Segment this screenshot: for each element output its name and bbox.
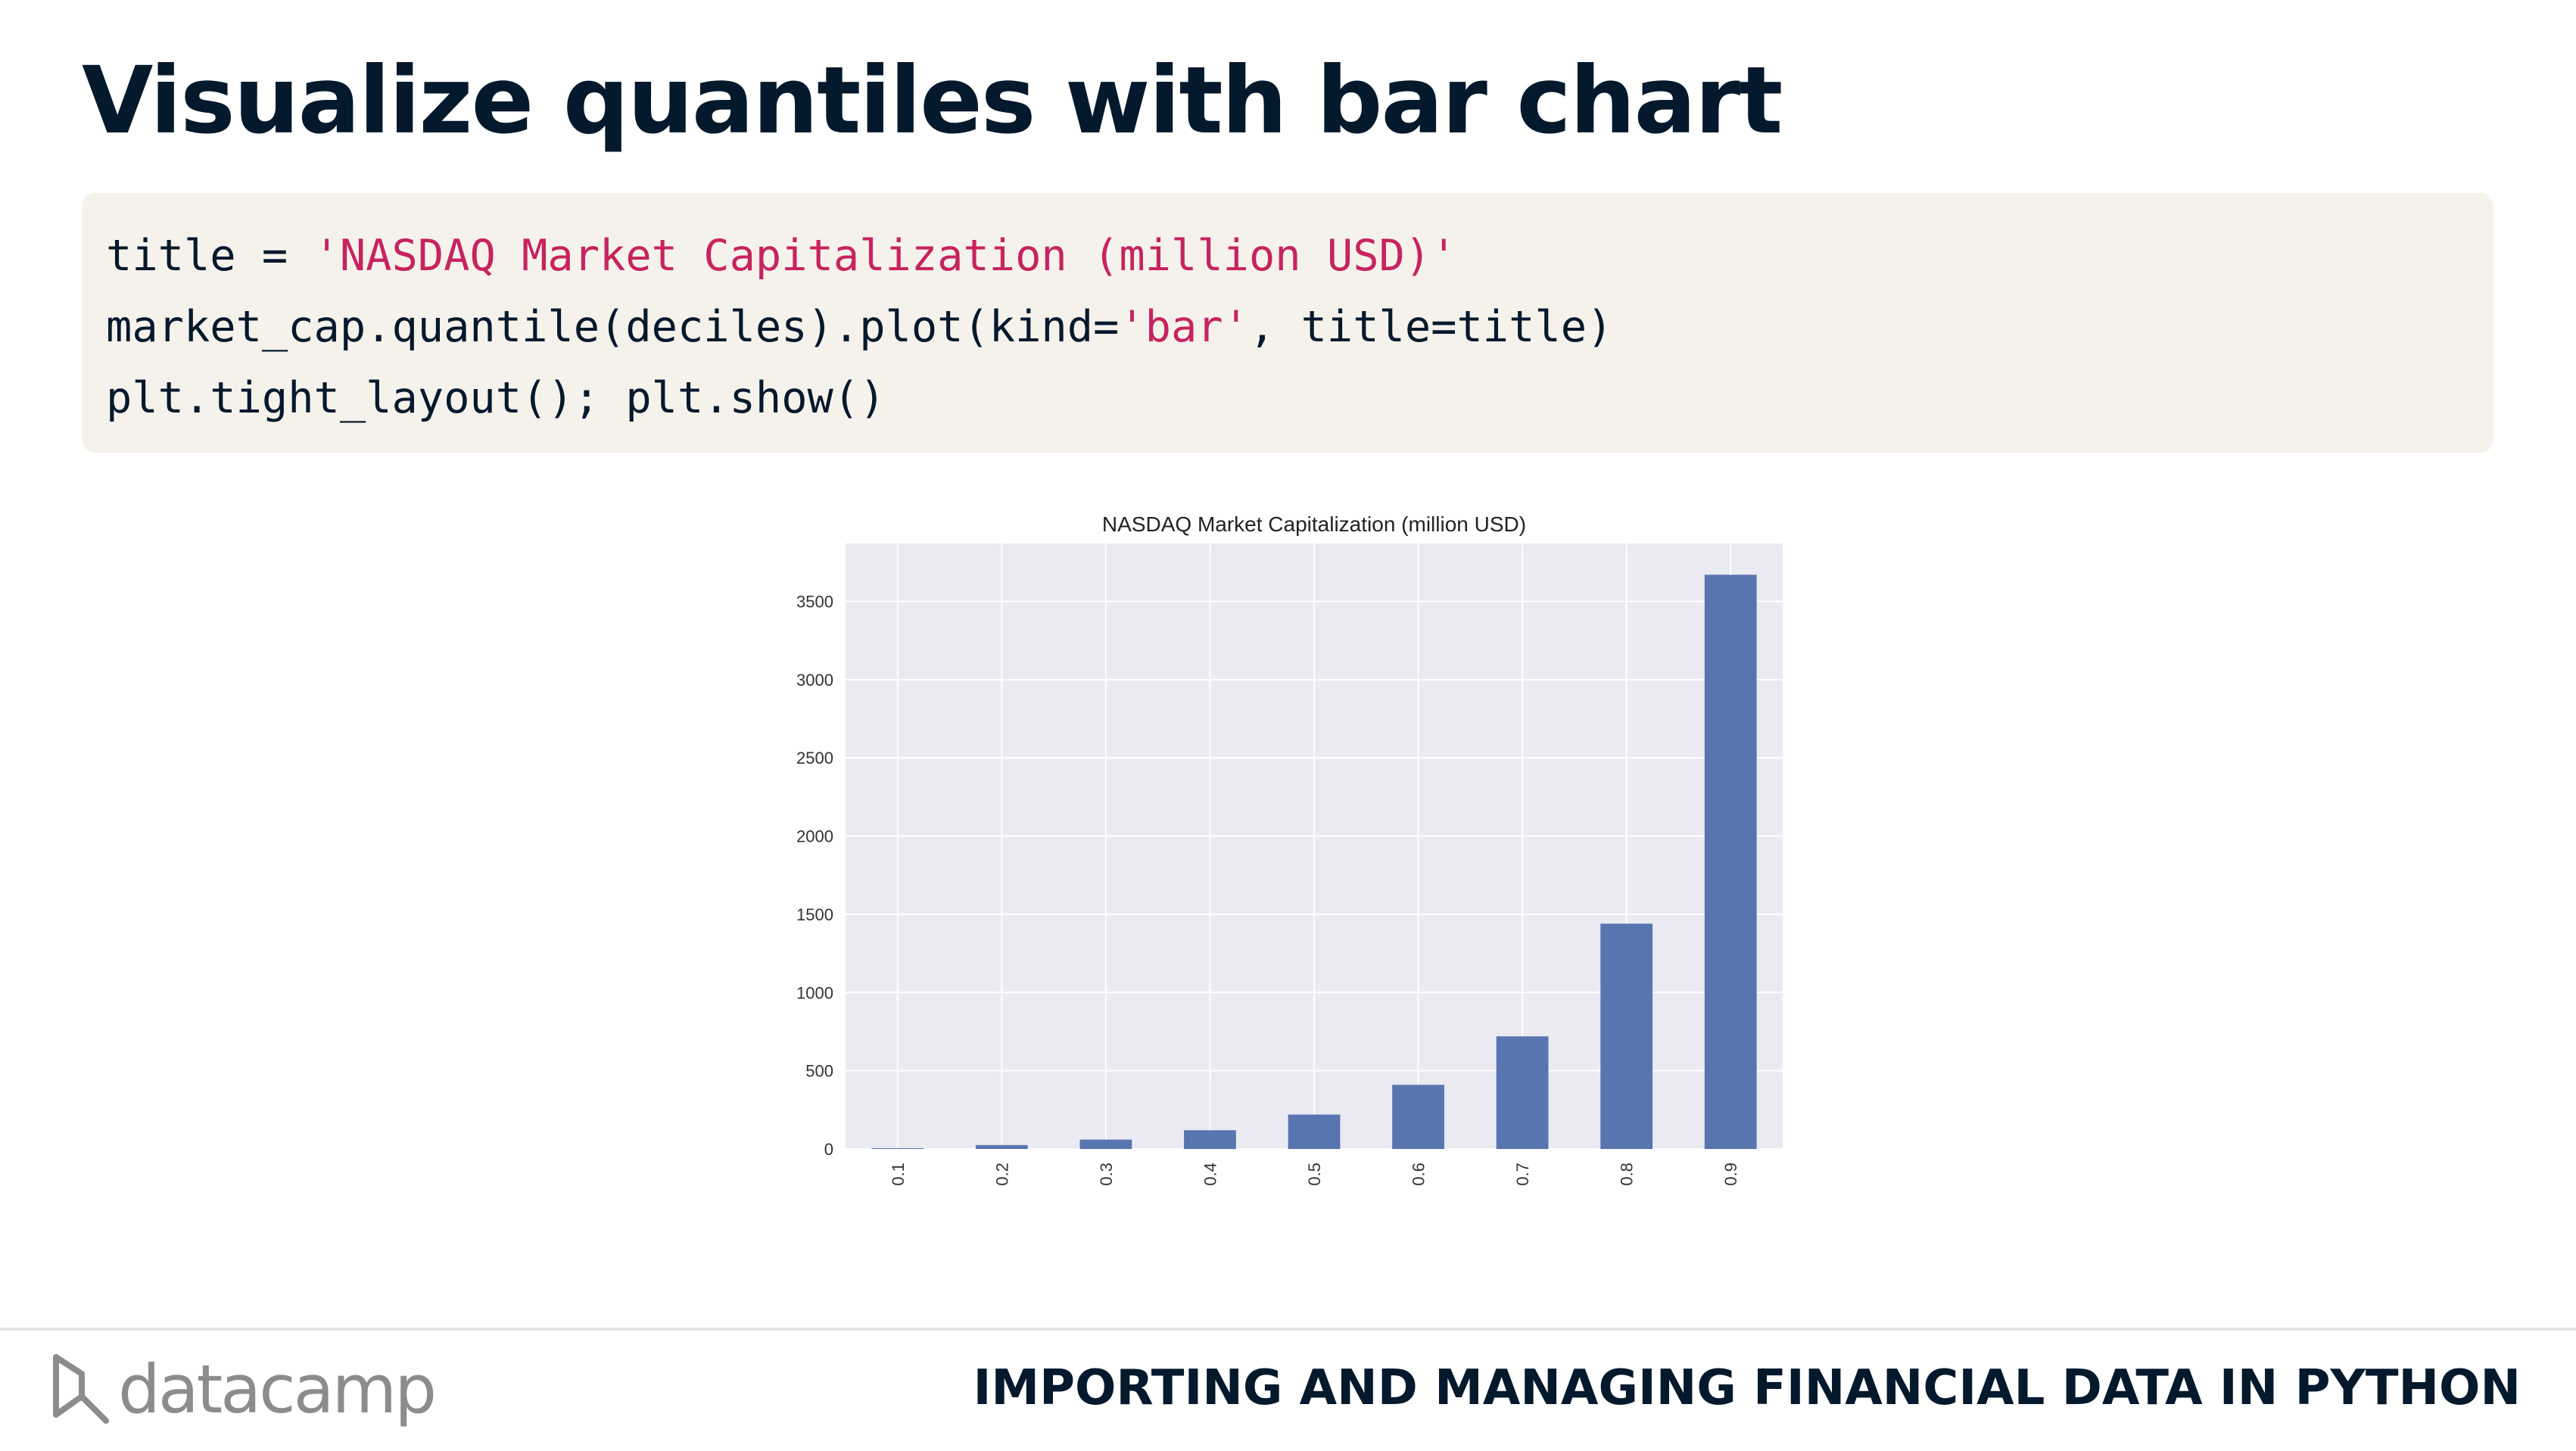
bar (1600, 923, 1653, 1149)
y-tick-label: 500 (805, 1062, 833, 1081)
code-text: market_cap.quantile(deciles).plot(kind= (106, 302, 1120, 352)
code-string: 'bar' (1119, 302, 1249, 352)
bar (1704, 574, 1757, 1149)
x-tick-label: 0.4 (1201, 1163, 1219, 1186)
y-tick-label: 3500 (796, 592, 833, 611)
datacamp-logo-icon (53, 1354, 109, 1424)
bar (975, 1144, 1028, 1149)
slide-title: Visualize quantiles with bar chart (82, 47, 1783, 154)
y-tick-label: 0 (824, 1140, 833, 1159)
bar (1496, 1036, 1549, 1149)
code-text: title = (106, 231, 314, 281)
x-tick-label: 0.7 (1513, 1163, 1532, 1186)
code-text: , title=title) (1248, 302, 1613, 352)
chart-title: NASDAQ Market Capitalization (million US… (1102, 512, 1526, 536)
x-tick-label: 0.9 (1721, 1163, 1740, 1186)
x-tick-label: 0.2 (992, 1163, 1011, 1186)
bar (1079, 1139, 1132, 1149)
code-string: 'NASDAQ Market Capitalization (million U… (313, 231, 1457, 281)
code-line-3: plt.tight_layout(); plt.show() (106, 373, 886, 423)
datacamp-logo: datacamp (51, 1347, 437, 1431)
x-tick-label: 0.5 (1305, 1163, 1324, 1186)
chart-svg: 0 500 1000 1500 2000 2500 3000 3500 0.1 0.2 0.3 0.4… (796, 512, 1783, 1186)
bar (1184, 1130, 1236, 1149)
code-line-1: title = 'NASDAQ Market Capitalization (m… (106, 220, 2469, 291)
x-tick-label: 0.1 (889, 1163, 908, 1186)
code-line-2: market_cap.quantile(deciles).plot(kind='… (106, 291, 2469, 363)
bar (1392, 1085, 1444, 1149)
x-tick-label: 0.6 (1409, 1163, 1428, 1186)
y-tick-label: 3000 (796, 671, 833, 690)
bar (1288, 1114, 1341, 1149)
bar-chart: 0 500 1000 1500 2000 2500 3000 3500 0.1 0.2 0.3 0.4… (757, 496, 1809, 1207)
y-tick-label: 1500 (796, 905, 833, 924)
logo-text: datacamp (118, 1350, 437, 1428)
x-tick-label: 0.3 (1097, 1163, 1116, 1186)
footer-divider (0, 1328, 2576, 1331)
y-tick-label: 2500 (796, 749, 833, 768)
bar (871, 1147, 924, 1149)
y-tick-label: 2000 (796, 827, 833, 846)
code-block: title = 'NASDAQ Market Capitalization (m… (82, 193, 2493, 453)
course-name: IMPORTING AND MANAGING FINANCIAL DATA IN… (973, 1360, 2521, 1416)
y-tick-label: 1000 (796, 983, 833, 1002)
x-tick-label: 0.8 (1618, 1163, 1637, 1186)
